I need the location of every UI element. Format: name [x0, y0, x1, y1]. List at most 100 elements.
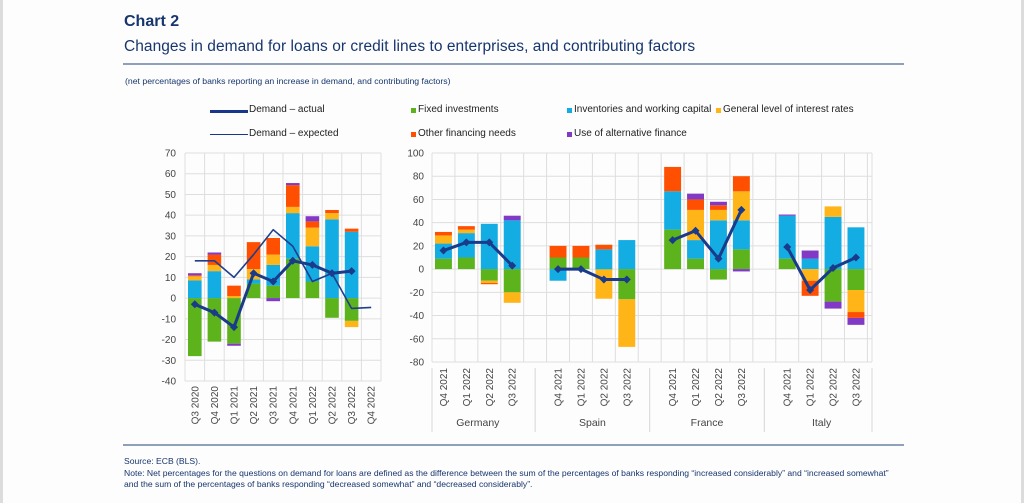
- demand-expected-line: [194, 228, 372, 310]
- demand-actual-line-marker: [806, 286, 815, 295]
- x-tick-label: Q1 2022: [308, 386, 319, 425]
- units-note: (net percentages of banks reporting an i…: [125, 76, 451, 86]
- bar-segment-alternative: [227, 343, 241, 346]
- y-tick-label: 0: [418, 265, 424, 276]
- bar-segment-fixed: [618, 269, 636, 300]
- bar-segment-other: [344, 228, 359, 232]
- bar-segment-interest: [227, 296, 241, 299]
- source-notes: Source: ECB (BLS). Note: Net percentages…: [124, 456, 904, 491]
- x-tick-label: Q3 2020: [190, 386, 201, 425]
- x-tick-label: Q1 2022: [462, 368, 473, 407]
- bar-segment-fixed: [847, 269, 865, 291]
- y-tick-label: 40: [413, 218, 425, 229]
- bar-segment-interest: [710, 209, 727, 221]
- bar-segment-other: [286, 185, 300, 207]
- bar-segment-other: [480, 283, 498, 285]
- demand-actual-line-marker: [269, 277, 278, 286]
- bar-segment-interest: [801, 269, 819, 281]
- bar-segment-alternative: [732, 269, 750, 272]
- bar-segment-other: [595, 244, 613, 250]
- bar-segment-fixed: [572, 257, 590, 270]
- bar-segment-interest: [286, 206, 300, 214]
- legend-interest-swatch: [716, 108, 721, 113]
- bar-segment-fixed: [549, 257, 567, 270]
- legend-demand-expected: Demand – expected: [249, 128, 339, 139]
- demand-actual-line: [672, 209, 743, 261]
- bar-segment-fixed: [207, 298, 222, 342]
- legend-inventories: Inventories and working capital: [574, 104, 712, 115]
- bar-segment-interest: [435, 235, 452, 244]
- bar-segment-other: [572, 245, 590, 258]
- bar-segment-interest: [618, 299, 636, 347]
- demand-actual-line: [558, 267, 627, 282]
- bar-segment-fixed: [503, 269, 521, 293]
- legend-interest: General level of interest rates: [723, 104, 854, 115]
- bar-segment-alternative: [778, 214, 796, 216]
- x-tick-label: Q3 2022: [347, 386, 358, 425]
- y-tick-label: 100: [407, 149, 424, 160]
- bar-segment-alternative: [266, 298, 280, 302]
- bar-segment-inventories: [286, 213, 300, 259]
- demand-actual-line-marker: [829, 263, 838, 272]
- bar-segment-other: [305, 221, 320, 228]
- y-tick-label: 70: [165, 149, 177, 160]
- group-label: Germany: [456, 417, 500, 429]
- legend-demand-actual-line: [210, 110, 248, 113]
- x-tick-label: Q2 2021: [249, 386, 260, 425]
- bar-segment-fixed: [305, 281, 320, 299]
- demand-actual-line-marker: [714, 254, 723, 263]
- demand-actual-line-marker: [554, 265, 563, 274]
- bar-segment-inventories: [824, 216, 842, 270]
- bar-segment-alternative: [801, 250, 819, 259]
- bar-segment-other: [227, 285, 241, 297]
- bar-segment-interest: [325, 213, 339, 220]
- demand-actual-line-marker: [485, 238, 494, 247]
- legend-demand-expected-line: [210, 134, 248, 135]
- bar-segment-alternative: [305, 216, 320, 222]
- y-tick-label: -20: [162, 335, 177, 346]
- top-rule: [123, 63, 904, 65]
- legend-fixed-swatch: [411, 108, 416, 113]
- bar-segment-interest: [457, 229, 475, 234]
- note-text: Note: Net percentages for the questions …: [124, 467, 889, 490]
- bar-segment-fixed: [710, 269, 727, 280]
- bar-segment-alternative: [503, 215, 521, 221]
- demand-actual-line-marker: [230, 323, 238, 332]
- x-tick-label: Q1 2022: [691, 368, 702, 407]
- y-tick-label: 10: [165, 273, 177, 284]
- y-tick-label: -40: [410, 311, 425, 322]
- bar-segment-fixed: [325, 298, 339, 318]
- legend-other: Other financing needs: [418, 128, 516, 139]
- bar-segment-fixed: [188, 298, 202, 357]
- demand-actual-line-marker: [691, 226, 700, 235]
- y-tick-label: 20: [413, 241, 425, 252]
- demand-actual-line-marker: [576, 265, 585, 274]
- y-tick-label: -10: [162, 314, 177, 325]
- x-tick-label: Q3 2022: [737, 368, 748, 407]
- bar-segment-alternative: [687, 193, 704, 200]
- x-tick-label: Q1 2021: [230, 386, 241, 425]
- bar-segment-alternative: [207, 252, 222, 255]
- bar-segment-alternative: [286, 183, 300, 186]
- y-tick-label: 30: [165, 231, 177, 242]
- group-label: France: [691, 417, 724, 429]
- group-label: Italy: [812, 417, 832, 429]
- bar-segment-inventories: [801, 258, 819, 270]
- bar-segment-fixed: [227, 298, 241, 344]
- bar-segment-fixed: [687, 258, 704, 270]
- demand-actual-line: [442, 240, 514, 267]
- demand-actual-line-marker: [783, 243, 792, 252]
- bar-segment-inventories: [344, 231, 359, 299]
- demand-actual-line-marker: [599, 275, 608, 284]
- bar-segment-other: [549, 245, 567, 258]
- bar-segment-alternative: [824, 301, 842, 309]
- legend-inventories-swatch: [567, 108, 572, 113]
- bar-segment-inventories: [732, 220, 750, 250]
- bar-segment-interest: [732, 191, 750, 221]
- bar-segment-interest: [344, 320, 359, 328]
- bar-segment-interest: [824, 206, 842, 217]
- group-label: Spain: [579, 417, 606, 429]
- demand-actual-line-marker: [622, 275, 631, 284]
- bar-segment-other: [687, 199, 704, 210]
